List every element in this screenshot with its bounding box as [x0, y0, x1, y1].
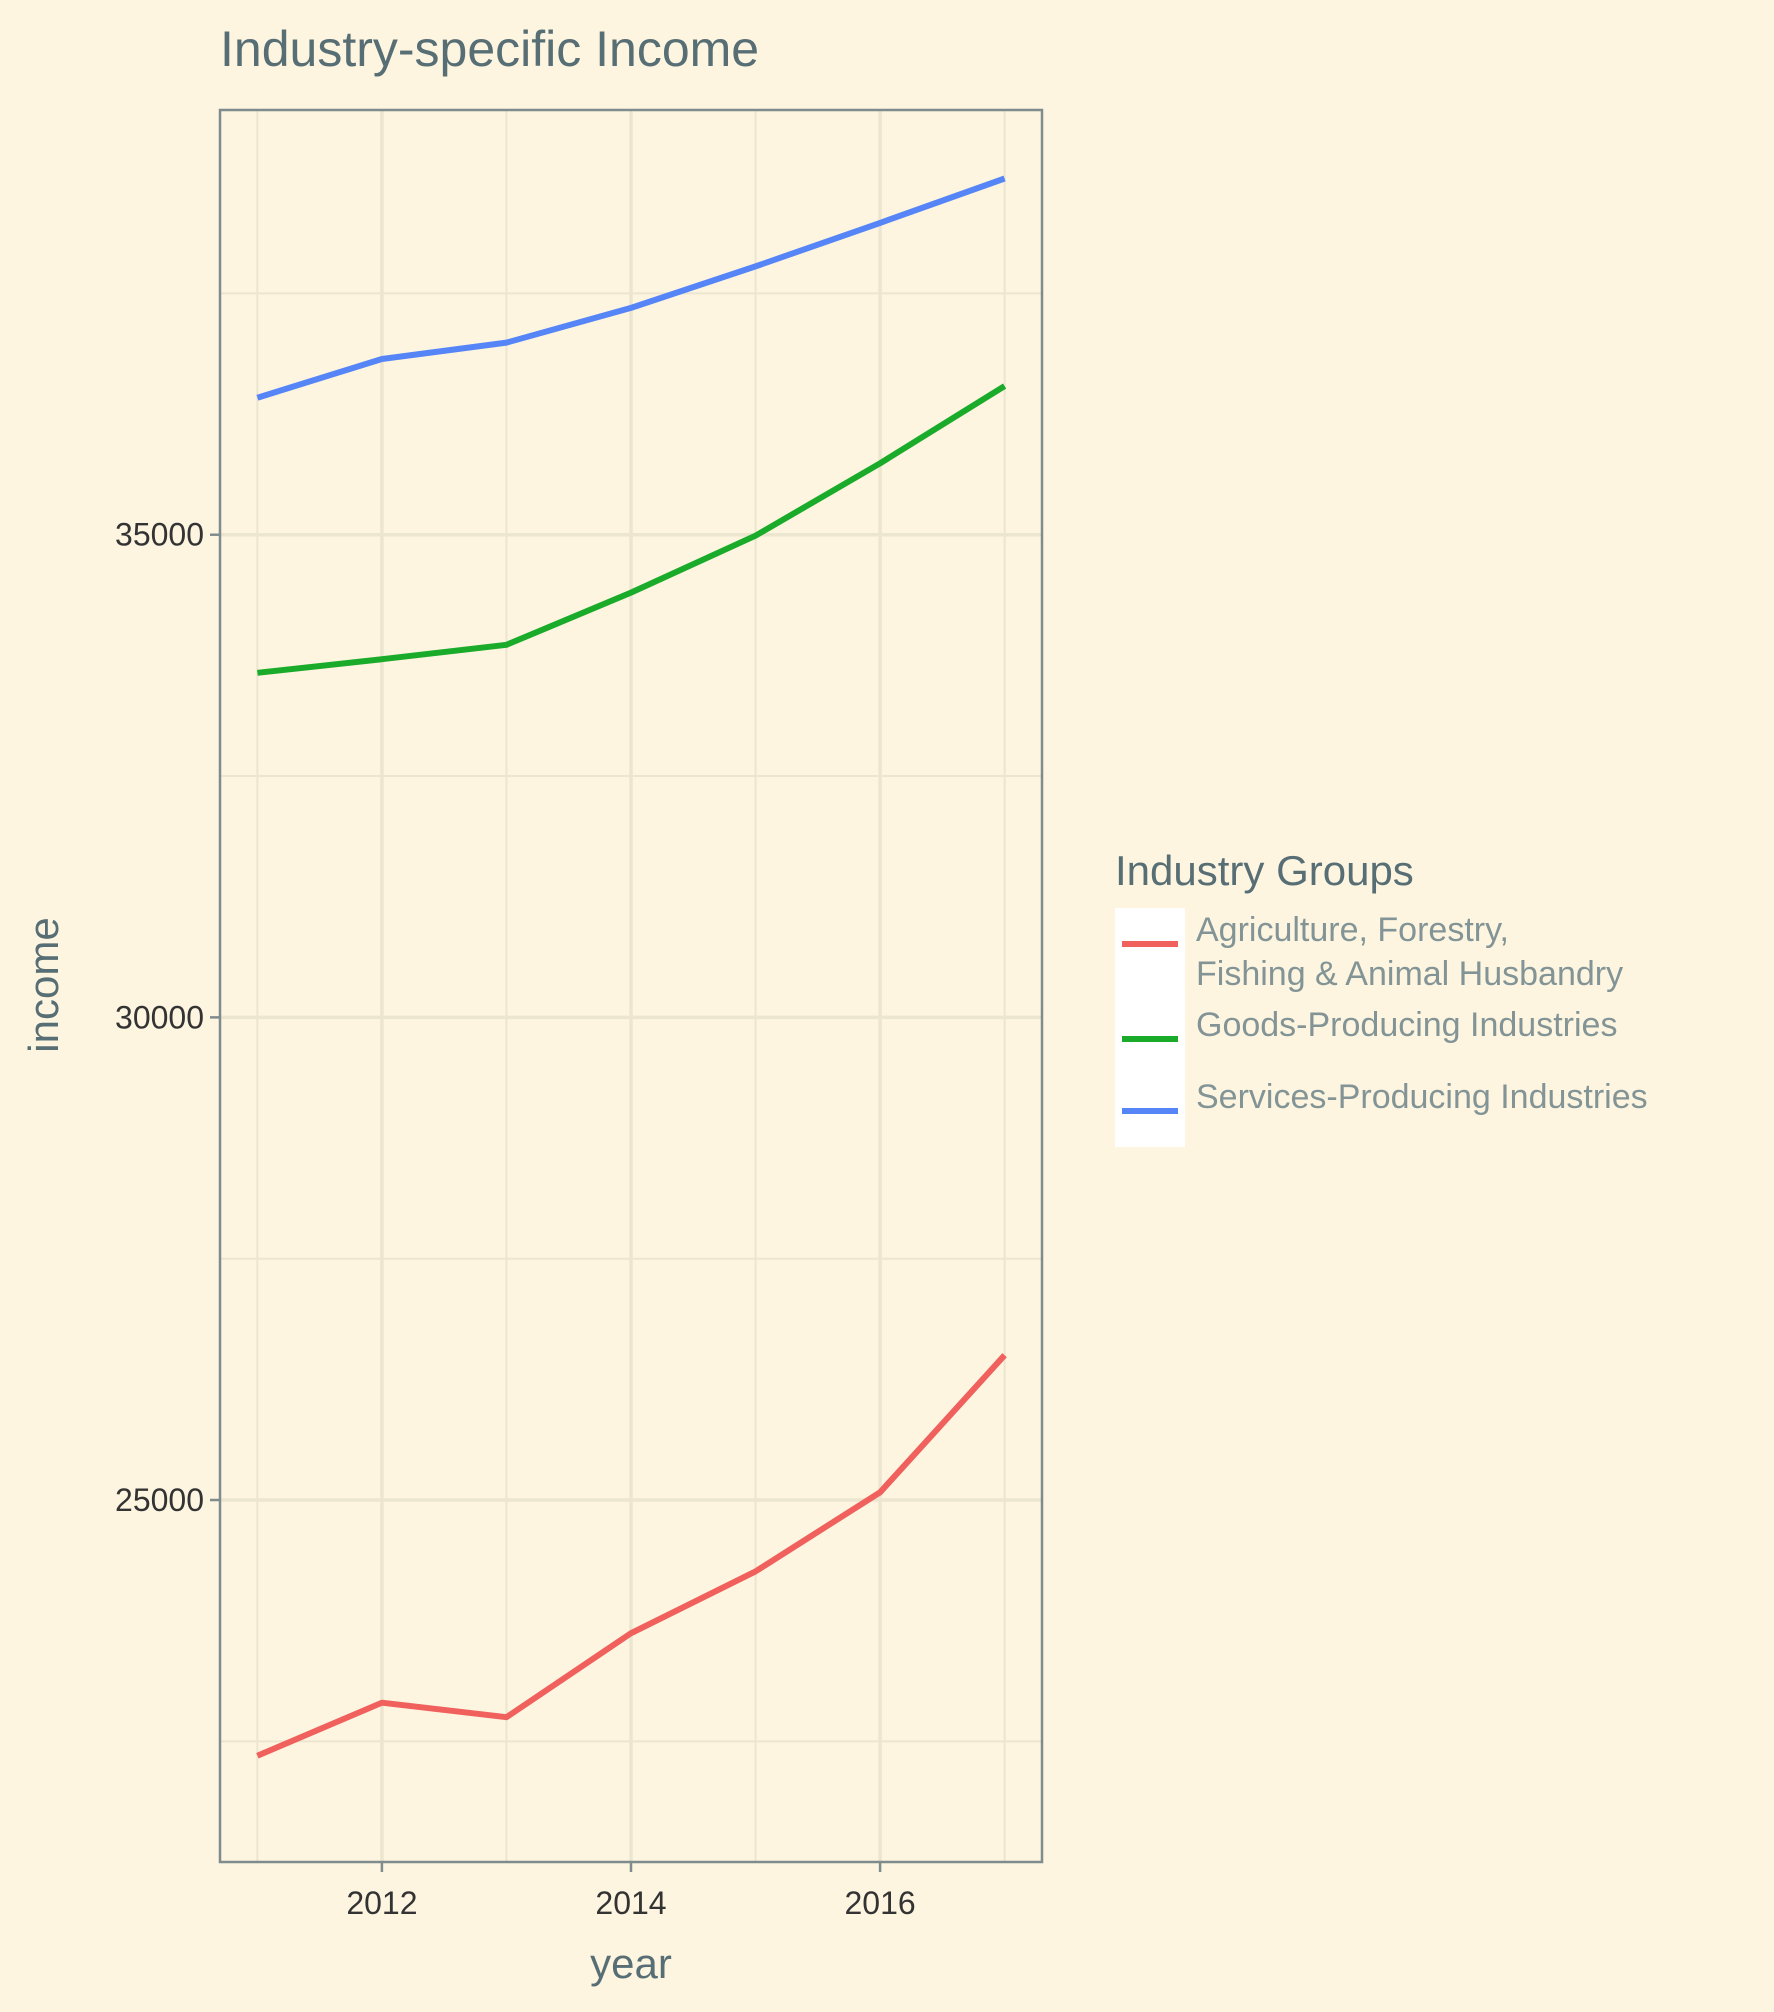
- series-line-1: [256, 1353, 1007, 1759]
- x-tick-label-2014: 2014: [595, 1885, 666, 1921]
- series-lines: [256, 175, 1007, 1759]
- chart-title: Industry-specific Income: [220, 21, 759, 77]
- axes: 2012 2014 2016 25000 30000 35000: [115, 108, 1044, 1921]
- grid: [220, 110, 1042, 1862]
- legend-title: Industry Groups: [1115, 847, 1414, 894]
- series-line-3: [256, 175, 1006, 401]
- y-axis-title: income: [20, 917, 67, 1052]
- y-tick-label-30000: 30000: [115, 999, 204, 1035]
- legend-label-2: Goods-Producing Industries: [1196, 1006, 1617, 1044]
- series-line-2: [257, 383, 1007, 676]
- legend-label-3: Services-Producing Industries: [1196, 1078, 1648, 1116]
- x-axis-title: year: [590, 1940, 672, 1987]
- legend-items: Agriculture, Forestry, Fishing & Animal H…: [1115, 908, 1648, 1147]
- y-tick-label-25000: 25000: [115, 1482, 204, 1518]
- x-tick-label-2016: 2016: [844, 1885, 915, 1921]
- legend-key-1: [1115, 908, 1185, 1003]
- legend: Industry Groups Agriculture, Forestry, Fi…: [1115, 847, 1648, 1147]
- x-tick-label-2012: 2012: [346, 1885, 417, 1921]
- legend-label-1-line-2: Fishing & Animal Husbandry: [1196, 955, 1623, 993]
- legend-label-1-line-1: Agriculture, Forestry,: [1196, 911, 1509, 949]
- y-tick-label-35000: 35000: [115, 517, 204, 553]
